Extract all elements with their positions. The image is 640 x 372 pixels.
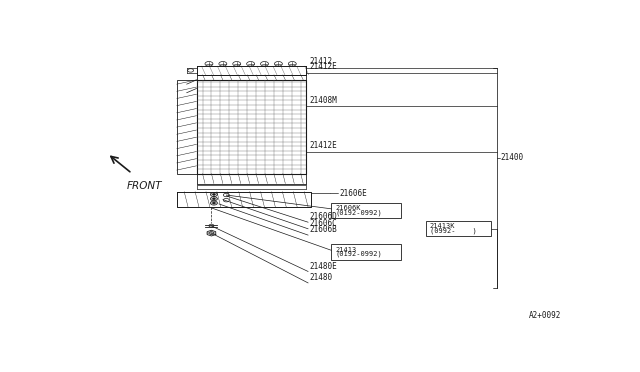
Text: 21480: 21480 [309, 273, 332, 282]
Bar [196, 80, 306, 173]
Text: (0992-    ): (0992- ) [429, 227, 476, 234]
Bar [177, 80, 196, 173]
Text: 21606E: 21606E [339, 189, 367, 198]
Text: 21408M: 21408M [309, 96, 337, 105]
Text: 21412E: 21412E [309, 141, 337, 150]
Text: 21606D: 21606D [309, 212, 337, 221]
Text: 21412: 21412 [309, 57, 332, 67]
Text: 21413K: 21413K [429, 223, 455, 229]
Text: 21606C: 21606C [309, 219, 337, 228]
Circle shape [212, 202, 216, 204]
Circle shape [212, 193, 216, 195]
Text: 21413: 21413 [335, 247, 356, 253]
Text: 21400: 21400 [500, 153, 524, 162]
FancyBboxPatch shape [332, 203, 401, 218]
Text: (0192-0992): (0192-0992) [335, 210, 382, 216]
Text: FRONT: FRONT [127, 181, 163, 191]
FancyBboxPatch shape [426, 221, 491, 236]
Text: 21606K: 21606K [335, 205, 361, 211]
Text: A2+0092: A2+0092 [529, 311, 561, 320]
Circle shape [212, 198, 216, 200]
Text: 21480E: 21480E [309, 262, 337, 271]
Text: 21606B: 21606B [309, 225, 337, 234]
FancyBboxPatch shape [332, 244, 401, 260]
Text: 21412E: 21412E [309, 62, 337, 71]
Text: (0192-0992): (0192-0992) [335, 251, 382, 257]
